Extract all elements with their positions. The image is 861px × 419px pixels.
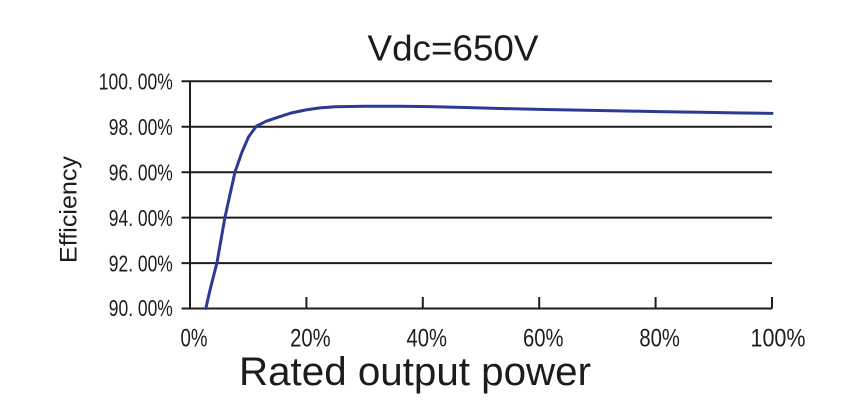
- svg-text:Efficiency: Efficiency: [56, 156, 83, 263]
- svg-text:Rated output power: Rated output power: [239, 350, 591, 394]
- svg-text:92. 00%: 92. 00%: [109, 250, 173, 276]
- svg-text:96. 00%: 96. 00%: [109, 159, 173, 185]
- svg-text:100%: 100%: [751, 325, 806, 353]
- svg-text:98. 00%: 98. 00%: [109, 114, 173, 140]
- svg-text:0%: 0%: [181, 325, 208, 353]
- svg-text:100. 00%: 100. 00%: [99, 69, 173, 95]
- svg-text:60%: 60%: [523, 325, 564, 353]
- svg-text:40%: 40%: [407, 325, 448, 353]
- svg-text:20%: 20%: [290, 325, 331, 353]
- svg-text:90. 00%: 90. 00%: [109, 295, 173, 321]
- svg-text:80%: 80%: [639, 325, 680, 353]
- svg-text:94. 00%: 94. 00%: [109, 205, 173, 231]
- svg-text:Vdc=650V: Vdc=650V: [368, 28, 540, 69]
